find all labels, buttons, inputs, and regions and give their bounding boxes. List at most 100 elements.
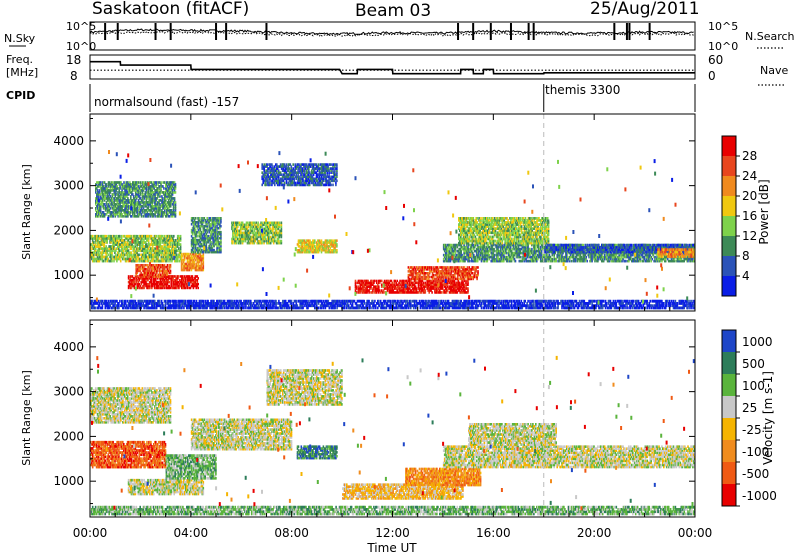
power-cell (167, 275, 170, 278)
power-cell (107, 205, 110, 208)
power-cell (102, 215, 105, 218)
power-cell (314, 245, 316, 248)
power-cell (151, 187, 153, 190)
power-cell (160, 247, 163, 250)
power-cell (144, 191, 147, 194)
power-cell (354, 283, 357, 286)
power-cell (190, 222, 193, 226)
power-cell (117, 215, 119, 218)
power-cell (312, 249, 314, 252)
power-cell (184, 286, 187, 290)
noise-tick-bottom-left: 10^0 (66, 40, 96, 53)
power-cell (264, 181, 266, 185)
power-cell (375, 285, 377, 288)
power-cell (160, 255, 163, 259)
power-cell (266, 233, 268, 237)
power-cell (201, 256, 204, 260)
power-cell (306, 239, 308, 242)
power-cell (335, 241, 337, 244)
power-cell (151, 257, 154, 261)
power-cell (163, 205, 165, 208)
power-cell (149, 282, 151, 286)
power-cell (186, 260, 189, 264)
power-cell (203, 240, 206, 244)
power-cell (197, 246, 200, 250)
power-cell (317, 239, 320, 242)
power-cell (198, 238, 201, 242)
power-cell (189, 252, 192, 256)
power-cell (408, 277, 411, 281)
power-cell (197, 262, 200, 266)
power-cell (278, 221, 281, 225)
power-cell (151, 255, 154, 259)
power-cell (119, 255, 121, 259)
power-cell (182, 268, 185, 272)
power-cell (159, 199, 161, 202)
power-cell (325, 243, 328, 246)
power-cell (171, 259, 173, 263)
power-cell (96, 255, 99, 259)
power-cell (212, 240, 214, 244)
power-cell (141, 187, 144, 190)
power-cell (417, 287, 420, 290)
power-cell (249, 237, 252, 241)
power-cell (145, 275, 147, 278)
power-cell (154, 269, 156, 273)
power-cell (200, 221, 203, 224)
power-cell (256, 225, 258, 229)
power-cell (218, 242, 220, 246)
power-cell (125, 211, 127, 214)
power-cell (298, 167, 300, 170)
power-cell (209, 222, 211, 226)
power-cell (358, 279, 361, 283)
power-cell (170, 249, 172, 253)
power-cell (376, 279, 378, 283)
power-cell (180, 262, 183, 266)
power-cell (161, 201, 163, 204)
power-cell (160, 215, 162, 218)
power-cell (136, 267, 138, 271)
power-cell (263, 173, 265, 176)
power-cell (332, 177, 334, 181)
power-cell (322, 247, 325, 250)
power-cell (111, 181, 114, 184)
power-cell (262, 165, 264, 168)
power-cell (413, 279, 416, 283)
power-cell (137, 181, 140, 184)
power-cell (133, 213, 136, 216)
power-cell (213, 217, 215, 220)
power-cell (110, 197, 113, 200)
power-cell (165, 193, 167, 196)
power-cell (143, 187, 146, 190)
power-cell (180, 256, 183, 260)
power-cell (165, 286, 168, 290)
power-cell (127, 181, 129, 184)
power-cell (296, 249, 299, 252)
power-cell (147, 257, 149, 261)
power-cell (174, 279, 176, 282)
power-cell (154, 197, 156, 200)
power-cell (94, 243, 97, 246)
power-cell (374, 279, 376, 283)
power-cell (418, 279, 421, 283)
power-cell (214, 232, 216, 236)
power-cell (143, 265, 145, 269)
power-cell (113, 183, 116, 186)
power-cell (213, 250, 215, 254)
power-cell (129, 251, 132, 255)
power-cell (211, 226, 213, 230)
power-cell (416, 281, 419, 285)
power-cell (175, 259, 178, 263)
power-cell (113, 213, 116, 216)
power-cell (406, 281, 408, 285)
power-cell (149, 273, 151, 277)
power-cell (148, 271, 150, 275)
power-cell (202, 258, 205, 262)
power-cell (206, 222, 208, 226)
power-cell (152, 264, 154, 267)
power-cell (174, 201, 177, 204)
power-cell (135, 277, 138, 280)
power-cell (146, 239, 148, 242)
power-cell (318, 181, 321, 185)
power-cell (159, 187, 161, 190)
